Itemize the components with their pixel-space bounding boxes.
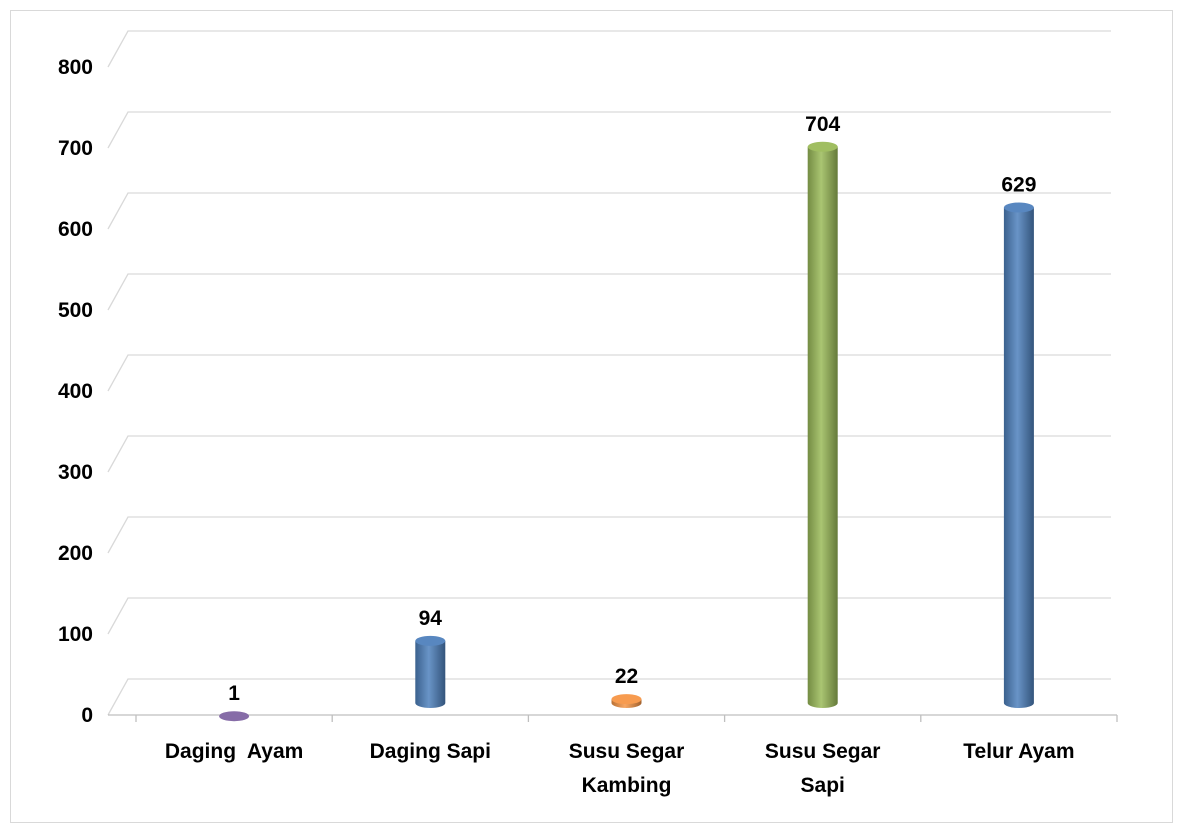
gridline — [107, 30, 1111, 68]
gridline — [107, 597, 1111, 635]
bar-4 — [1003, 202, 1034, 709]
category-label: Telur Ayam — [963, 740, 1074, 763]
category-label: Sapi — [801, 774, 845, 797]
gridline — [107, 111, 1111, 149]
bar-1 — [415, 635, 446, 709]
y-tick-label: 200 — [58, 542, 93, 565]
gridline — [107, 273, 1111, 311]
y-tick-label: 800 — [58, 56, 93, 79]
data-label: 629 — [1001, 174, 1036, 197]
y-tick-label: 0 — [81, 704, 93, 727]
category-label: Daging Sapi — [370, 740, 491, 763]
category-label: Daging Ayam — [165, 740, 303, 763]
gridline — [107, 516, 1111, 554]
y-tick-label: 400 — [58, 380, 93, 403]
y-tick-label: 100 — [58, 623, 93, 646]
y-tick-label: 300 — [58, 461, 93, 484]
bar-2 — [611, 694, 642, 709]
y-tick-label: 500 — [58, 299, 93, 322]
gridlines — [107, 30, 1111, 716]
axes — [108, 714, 1118, 722]
y-tick-label: 700 — [58, 137, 93, 160]
bar-chart: 0 100 200 300 400 500 600 700 800 1 94 22 704 629 Da… — [58, 30, 1118, 797]
data-label: 1 — [228, 682, 240, 705]
gridline — [107, 192, 1111, 230]
chart-frame: 0 100 200 300 400 500 600 700 800 1 94 22 704 629 Da… — [10, 10, 1173, 823]
y-axis-tick-labels: 0 100 200 300 400 500 600 700 800 — [58, 56, 93, 727]
data-label: 704 — [805, 113, 840, 136]
bars — [219, 141, 1034, 722]
x-axis-category-labels: Daging Ayam Daging Sapi Susu Segar Kambing S… — [165, 740, 1075, 797]
data-labels: 1 94 22 704 629 — [228, 113, 1036, 705]
gridline — [107, 678, 1111, 716]
bar-3 — [807, 141, 838, 709]
bar-0 — [219, 711, 250, 722]
data-label: 22 — [615, 665, 638, 688]
category-label: Susu Segar — [569, 740, 685, 763]
category-label: Kambing — [582, 774, 672, 797]
gridline — [107, 354, 1111, 392]
y-tick-label: 600 — [58, 218, 93, 241]
category-label: Susu Segar — [765, 740, 881, 763]
data-label: 94 — [419, 607, 443, 630]
gridline — [107, 435, 1111, 473]
